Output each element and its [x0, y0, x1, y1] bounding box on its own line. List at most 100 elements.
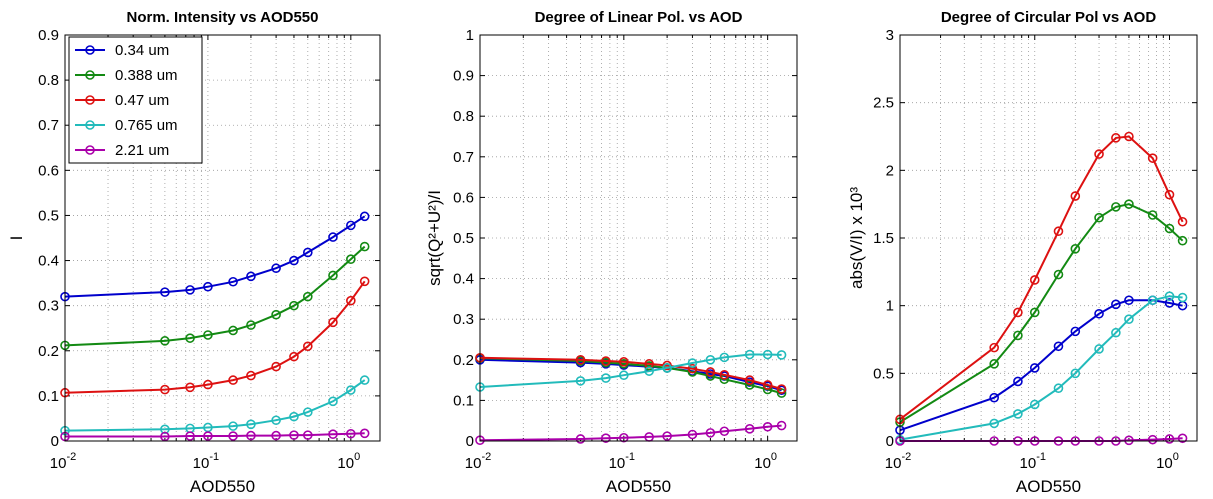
- x-axis-label: AOD550: [190, 477, 255, 496]
- legend-label: 0.765 um: [115, 117, 178, 134]
- data-point: [359, 241, 370, 252]
- data-point: [303, 291, 313, 302]
- legend-marker: [85, 95, 95, 105]
- x-tick-exponent: -1: [1036, 451, 1046, 463]
- data-point: [1164, 189, 1175, 200]
- data-point: [1177, 216, 1188, 227]
- y-tick-label: 2: [886, 162, 894, 179]
- x-tick-label: 100: [337, 451, 360, 472]
- data-point: [601, 356, 611, 366]
- data-point: [228, 421, 238, 431]
- y-tick-label: 0.4: [38, 253, 59, 270]
- data-point: [203, 281, 213, 292]
- data-point: [989, 359, 999, 369]
- series-line: [899, 299, 1183, 432]
- series-line: [65, 432, 365, 438]
- data-point: [328, 396, 338, 407]
- data-point: [289, 430, 299, 440]
- y-tick-label: 0.7: [38, 117, 59, 134]
- data-point: [776, 384, 787, 394]
- data-point: [687, 429, 698, 440]
- x-tick-exponent: 0: [771, 451, 777, 463]
- data-point: [1070, 244, 1081, 254]
- series-line: [479, 357, 782, 395]
- x-tick-exponent: 0: [1173, 451, 1179, 463]
- series-0-34-um: [60, 211, 370, 302]
- legend-marker: [85, 120, 95, 130]
- data-point: [160, 384, 170, 395]
- data-point: [575, 376, 586, 386]
- x-tick-exponent: -1: [209, 451, 219, 463]
- data-point: [203, 431, 213, 441]
- x-tick-exponent: 0: [354, 451, 360, 463]
- data-point: [1177, 292, 1188, 303]
- data-point: [228, 276, 238, 287]
- data-point: [160, 336, 170, 346]
- series-0-388-um: [60, 241, 370, 351]
- y-tick-label: 0.7: [453, 149, 474, 166]
- data-point: [1147, 295, 1158, 306]
- data-point: [185, 285, 195, 295]
- y-tick-label: 0.5: [453, 230, 474, 247]
- legend-item: 2.21 um: [75, 142, 169, 159]
- data-point: [989, 342, 999, 353]
- y-tick-label: 0.3: [38, 298, 59, 315]
- data-point: [328, 317, 338, 328]
- data-point: [1053, 269, 1064, 280]
- data-point: [1029, 363, 1040, 373]
- data-point: [776, 420, 787, 431]
- x-tick-exponent: -2: [66, 451, 76, 463]
- series-2-21-um: [475, 420, 787, 445]
- y-tick-label: 0.9: [38, 27, 59, 44]
- data-point: [762, 380, 773, 390]
- series-0-47-um: [475, 352, 787, 394]
- data-point: [271, 415, 281, 426]
- data-point: [1111, 133, 1121, 143]
- x-tick-exponent: -2: [901, 451, 911, 463]
- data-point: [346, 254, 356, 265]
- y-tick-label: 0: [886, 433, 894, 450]
- data-point: [1029, 399, 1040, 410]
- y-tick-label: 0.2: [453, 352, 474, 369]
- axes-box: [64, 34, 381, 442]
- legend: 0.34 um 0.388 um 0.47 um 0.765 um 2.21 um: [68, 36, 203, 164]
- data-point: [1177, 433, 1188, 444]
- y-axis-label: abs(V/I) x 10³: [847, 187, 866, 289]
- legend-item: 0.47 um: [75, 92, 169, 109]
- data-point: [1147, 153, 1158, 163]
- data-point: [1124, 295, 1134, 306]
- data-point: [359, 375, 370, 385]
- data-point: [246, 320, 256, 330]
- data-point: [228, 325, 238, 336]
- y-tick-label: 0.5: [38, 207, 59, 224]
- x-tick-label: 100: [1156, 451, 1179, 472]
- data-point: [1013, 409, 1023, 419]
- x-tick-exponent: -2: [481, 451, 491, 463]
- y-tick-label: 0.9: [453, 68, 474, 85]
- data-point: [762, 349, 773, 360]
- x-tick-label: 10-2: [465, 451, 491, 472]
- series-line: [899, 203, 1184, 423]
- grid: [900, 35, 1197, 441]
- x-tick-exponent: -1: [625, 451, 635, 463]
- y-tick-label: 0: [466, 433, 474, 450]
- x-axis-label: AOD550: [606, 477, 671, 496]
- data-point: [662, 431, 672, 441]
- legend-label: 0.388 um: [115, 67, 178, 84]
- data-point: [1124, 199, 1134, 209]
- x-tick-label: 10-2: [50, 451, 76, 472]
- data-point: [289, 411, 299, 422]
- data-point: [1029, 275, 1040, 285]
- data-point: [246, 419, 256, 430]
- data-point: [719, 370, 730, 380]
- data-point: [1124, 435, 1134, 446]
- data-point: [271, 430, 281, 441]
- data-point: [1177, 235, 1188, 246]
- y-axis-label: sqrt(Q²+U²)/I: [425, 190, 444, 286]
- series-0-765-um: [475, 349, 787, 392]
- axes-box: [479, 34, 798, 442]
- data-point: [744, 349, 755, 360]
- data-point: [644, 366, 654, 376]
- series-2-21-um: [895, 433, 1188, 446]
- legend-label: 0.47 um: [115, 92, 169, 109]
